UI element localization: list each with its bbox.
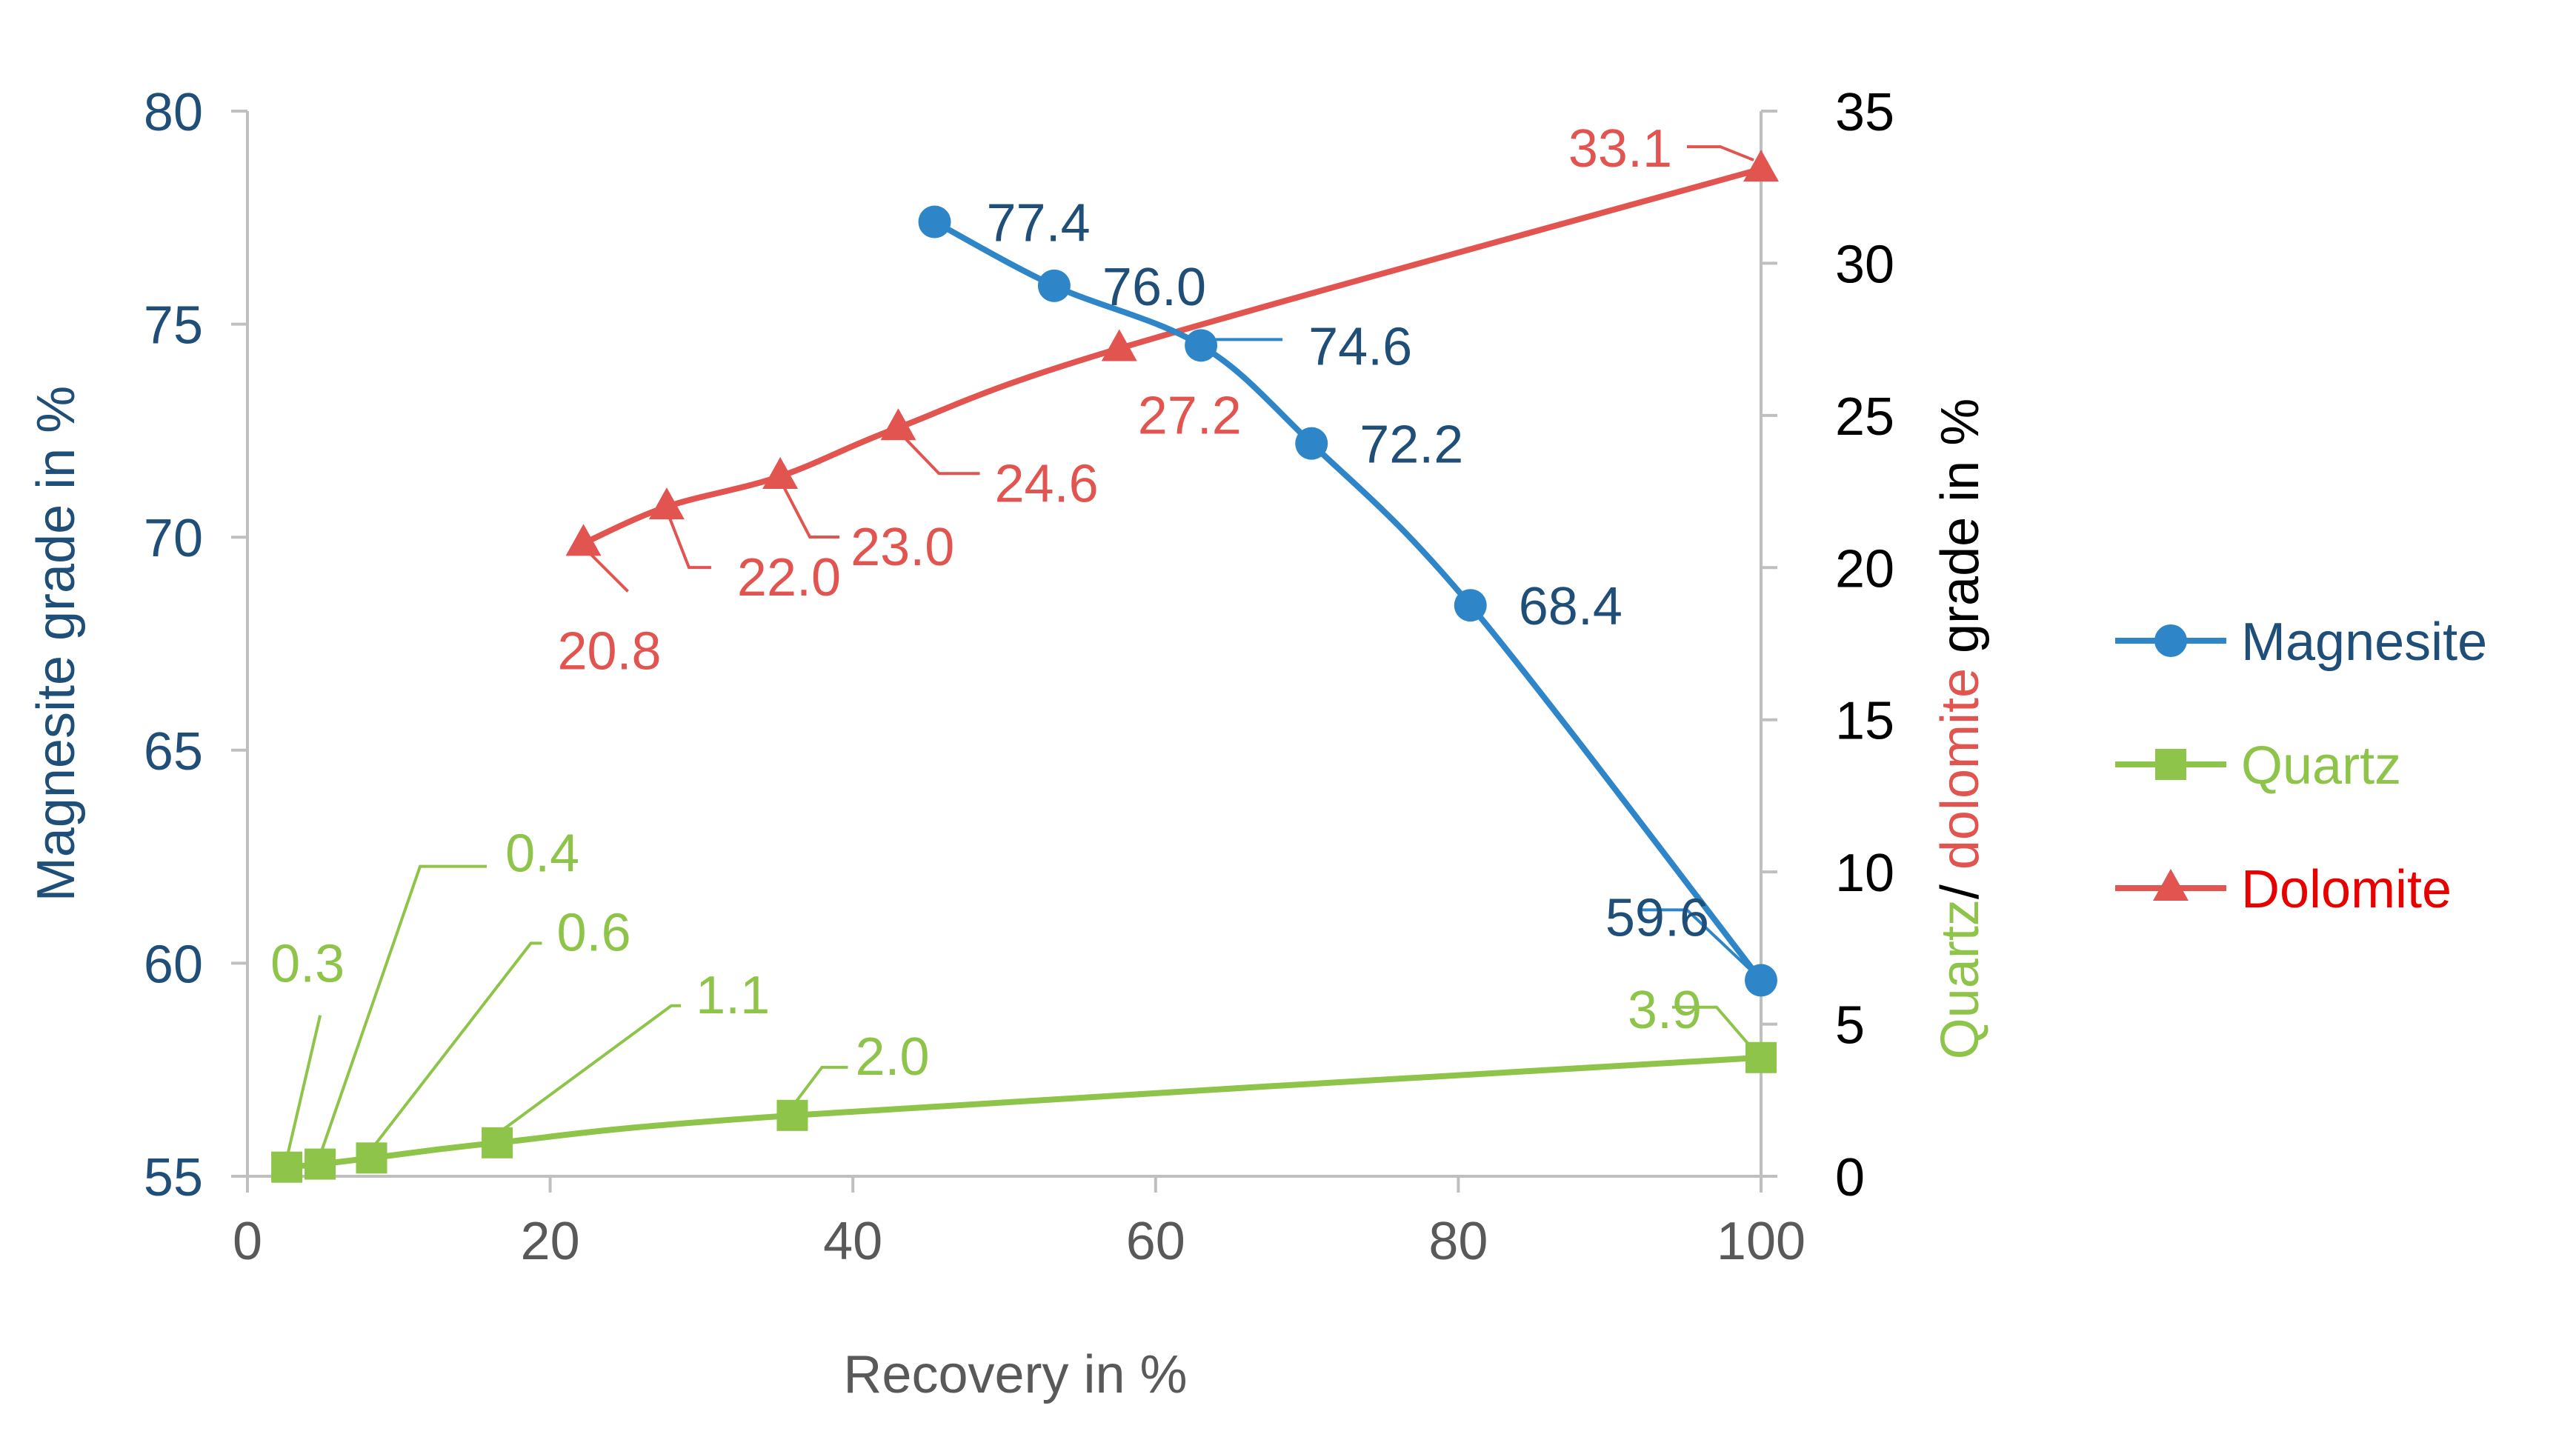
quartz-point-marker (776, 1099, 808, 1131)
left-tick-label: 75 (144, 296, 203, 356)
legend-dolomite-marker (2153, 869, 2189, 901)
dolomite-data-label: 20.8 (557, 621, 661, 681)
dolomite-point-marker (1743, 150, 1779, 182)
dolomite-data-label: 23.0 (851, 518, 954, 577)
right-tick-label: 30 (1835, 235, 1894, 294)
quartz-point-marker (356, 1142, 387, 1174)
magnesite-label-leader (1639, 908, 1755, 974)
x-axis-title: Recovery in % (843, 1345, 1187, 1404)
right-tick-label: 25 (1835, 387, 1894, 447)
right-axis-title-part: Quartz (1931, 899, 1990, 1059)
quartz-point-marker (1745, 1041, 1777, 1073)
magnesite-point-marker (1185, 329, 1218, 362)
quartz-data-label: 0.6 (557, 903, 631, 962)
x-tick-label: 40 (823, 1212, 882, 1271)
magnesite-data-label: 59.6 (1605, 888, 1709, 947)
right-tick-label: 35 (1835, 83, 1894, 142)
x-tick-label: 80 (1428, 1212, 1488, 1271)
dolomite-point-marker (880, 408, 916, 441)
left-axis-title: Magnesite grade in % (27, 386, 86, 901)
legend-label: Dolomite (2241, 860, 2452, 919)
right-tick-label: 5 (1835, 996, 1865, 1056)
magnesite-point-marker (1037, 269, 1071, 302)
dolomite-data-label: 27.2 (1138, 386, 1242, 445)
right-tick-label: 0 (1835, 1148, 1865, 1207)
magnesite-data-label: 77.4 (987, 194, 1091, 253)
dolomite-data-label: 33.1 (1568, 119, 1672, 179)
dolomite-label-leader (897, 430, 980, 476)
dolomite-point-marker (565, 524, 602, 556)
left-tick-label: 70 (144, 509, 203, 568)
dolomite-label-leader (1687, 145, 1754, 161)
right-axis-title-part: / (1931, 870, 1990, 899)
x-tick-label: 60 (1126, 1212, 1185, 1271)
left-tick-label: 60 (144, 935, 203, 994)
right-tick-label: 20 (1835, 539, 1894, 599)
quartz-data-label: 1.1 (696, 966, 770, 1025)
quartz-label-leader (370, 941, 542, 1150)
quartz-data-label: 2.0 (855, 1027, 929, 1087)
legend-label: Magnesite (2241, 613, 2487, 672)
dolomite-label-leader (779, 479, 840, 539)
legend-quartz-marker (2155, 749, 2186, 780)
x-tick-label: 20 (521, 1212, 580, 1271)
right-tick-label: 15 (1835, 692, 1894, 751)
quartz-label-leader (496, 1004, 682, 1136)
magnesite-point-marker (1454, 589, 1487, 622)
magnesite-data-label: 68.4 (1519, 577, 1623, 636)
legend-label: Quartz (2241, 736, 2401, 796)
right-axis-title: Quartz/ dolomite grade in % (1931, 399, 1990, 1059)
quartz-label-leader (791, 1065, 848, 1108)
right-axis-title-part: grade in % (1931, 399, 1990, 668)
magnesite-point-marker (918, 205, 951, 239)
magnesite-point-marker (1745, 964, 1777, 997)
right-axis-title-part: dolomite (1931, 668, 1990, 870)
left-tick-label: 65 (144, 722, 203, 781)
dolomite-point-marker (648, 487, 685, 520)
quartz-data-label: 3.9 (1628, 981, 1702, 1040)
quartz-label-leader (285, 1015, 322, 1159)
x-tick-label: 0 (233, 1212, 262, 1271)
dolomite-series-line (582, 166, 1763, 547)
left-tick-label: 80 (144, 83, 203, 142)
magnesite-data-label: 76.0 (1102, 258, 1206, 317)
quartz-point-marker (271, 1151, 303, 1183)
magnesite-data-label: 74.6 (1308, 317, 1412, 376)
quartz-label-leader (1672, 1005, 1755, 1052)
quartz-label-leader (319, 864, 487, 1156)
quartz-point-marker (304, 1148, 336, 1180)
dolomite-point-marker (762, 457, 799, 490)
quartz-data-label: 0.3 (270, 935, 345, 994)
dolomite-label-leader (665, 510, 711, 570)
left-tick-label: 55 (144, 1148, 203, 1207)
dolomite-data-label: 22.0 (737, 548, 841, 607)
quartz-series-line (286, 1054, 1762, 1170)
magnesite-point-marker (1295, 427, 1328, 460)
x-tick-label: 100 (1717, 1212, 1805, 1271)
dolomite-data-label: 24.6 (994, 454, 1098, 513)
magnesite-data-label: 72.2 (1359, 416, 1463, 475)
dolomite-point-marker (1101, 329, 1137, 361)
right-tick-label: 10 (1835, 844, 1894, 903)
legend-magnesite-marker (2154, 624, 2187, 657)
quartz-point-marker (482, 1127, 513, 1158)
quartz-data-label: 0.4 (505, 824, 579, 884)
